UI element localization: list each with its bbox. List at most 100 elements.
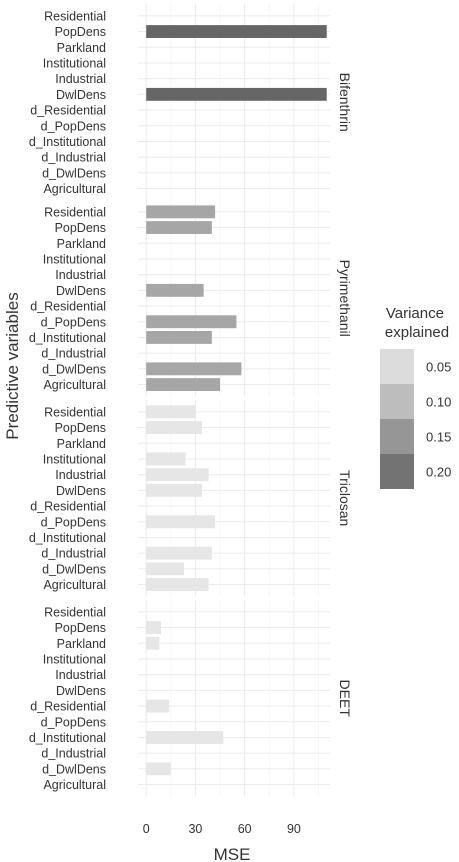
y-tick-label: d_Residential: [30, 300, 106, 314]
y-tick-label: d_PopDens: [41, 315, 106, 329]
y-tick-label: d_PopDens: [41, 119, 106, 133]
y-tick-label: Agricultural: [43, 378, 106, 392]
y-tick-label: Residential: [44, 205, 106, 219]
panel-pyrimethanil: [138, 200, 330, 397]
legend-key-label: 0.05: [426, 360, 451, 375]
y-tick-label: d_DwlDens: [42, 166, 106, 180]
y-tick-label: d_PopDens: [41, 715, 106, 729]
y-tick-label: Residential: [44, 605, 106, 619]
y-tick-labels: ResidentialPopDensParklandInstitutionalI…: [29, 9, 106, 792]
bar-triclosan-d_dwldens: [146, 562, 184, 576]
y-tick-label: Industrial: [55, 668, 106, 682]
y-tick-label: DwlDens: [56, 484, 106, 498]
y-tick-label: d_Industrial: [41, 151, 106, 165]
bar-triclosan-dwldens: [146, 483, 202, 497]
y-tick-label: d_PopDens: [41, 515, 106, 529]
bar-deet-d_institutional: [146, 731, 224, 744]
legend-key-swatch: [380, 419, 414, 454]
y-tick-label: Parkland: [57, 41, 106, 55]
y-tick-label: d_Institutional: [29, 331, 106, 345]
y-tick-label: PopDens: [55, 221, 106, 235]
y-tick-label: d_Residential: [30, 700, 106, 714]
bar-triclosan-industrial: [146, 468, 209, 482]
bar-bifenthrin-popdens: [146, 25, 327, 38]
y-tick-label: d_DwlDens: [42, 762, 106, 776]
bar-deet-popdens: [146, 621, 161, 634]
bar-pyrimethanil-d_dwldens: [146, 362, 242, 376]
panel-triclosan: [138, 400, 330, 597]
facet-strip-label: Triclosan: [337, 470, 353, 526]
y-axis-title: Predictive variables: [3, 292, 22, 439]
y-tick-label: Agricultural: [43, 182, 106, 196]
y-tick-label: d_Industrial: [41, 347, 106, 361]
x-axis-title: MSE: [214, 845, 251, 862]
bar-deet-d_dwldens: [146, 762, 171, 776]
x-tick-label: 30: [188, 822, 202, 836]
panels: [138, 4, 330, 797]
y-tick-label: DwlDens: [56, 684, 106, 698]
y-tick-label: Parkland: [57, 437, 106, 451]
legend-key-label: 0.15: [426, 430, 451, 445]
x-tick-label: 0: [143, 822, 150, 836]
y-tick-label: Institutional: [43, 252, 106, 266]
y-tick-label: DwlDens: [56, 88, 106, 102]
y-tick-label: Agricultural: [43, 778, 106, 792]
legend-key-label: 0.20: [426, 465, 451, 480]
bar-pyrimethanil-dwldens: [146, 283, 204, 297]
y-tick-label: Industrial: [55, 268, 106, 282]
y-tick-label: Agricultural: [43, 578, 106, 592]
y-tick-label: d_Industrial: [41, 747, 106, 761]
bar-triclosan-d_popdens: [146, 515, 216, 529]
panel-bifenthrin: [138, 4, 330, 201]
bar-pyrimethanil-popdens: [146, 221, 212, 234]
y-tick-label: d_DwlDens: [42, 362, 106, 376]
x-tick-label: 60: [238, 822, 252, 836]
facet-strip-label: DEET: [337, 680, 353, 718]
facet-strip-label: Pyrimethanil: [337, 260, 353, 337]
legend-title: Variance explained: [385, 305, 449, 341]
y-tick-label: Parkland: [57, 637, 106, 651]
bar-triclosan-d_industrial: [146, 546, 212, 560]
bar-pyrimethanil-agricultural: [146, 378, 221, 391]
bar-pyrimethanil-d_institutional: [146, 331, 212, 344]
y-tick-label: Institutional: [43, 56, 106, 70]
bar-pyrimethanil-residential: [146, 205, 216, 219]
y-tick-label: DwlDens: [56, 284, 106, 298]
legend-key-swatch: [380, 384, 414, 419]
bar-pyrimethanil-d_popdens: [146, 315, 237, 329]
y-tick-label: d_Institutional: [29, 135, 106, 149]
y-tick-label: Industrial: [55, 468, 106, 482]
y-tick-label: d_Residential: [30, 500, 106, 514]
bar-triclosan-residential: [146, 405, 196, 419]
bar-deet-parkland: [146, 636, 160, 650]
y-tick-label: Residential: [44, 405, 106, 419]
legend-key-label: 0.10: [426, 395, 451, 410]
y-tick-label: d_Institutional: [29, 531, 106, 545]
y-tick-label: Institutional: [43, 452, 106, 466]
legend-key-swatch: [380, 454, 414, 489]
y-tick-label: PopDens: [55, 25, 106, 39]
y-tick-label: d_Residential: [30, 104, 106, 118]
y-tick-label: d_DwlDens: [42, 562, 106, 576]
y-tick-label: d_Industrial: [41, 547, 106, 561]
x-axis: 0 30 60 90: [143, 822, 301, 836]
y-tick-label: Institutional: [43, 652, 106, 666]
legend: Variance explained 0.05 0.10 0.15 0.20: [380, 305, 451, 489]
legend-key-swatch: [380, 349, 414, 384]
bar-bifenthrin-dwldens: [146, 87, 327, 101]
facet-strip-label: Bifenthrin: [337, 73, 353, 132]
bar-triclosan-agricultural: [146, 578, 209, 591]
y-tick-label: PopDens: [55, 421, 106, 435]
y-tick-label: PopDens: [55, 621, 106, 635]
y-tick-label: Industrial: [55, 72, 106, 86]
y-tick-label: Residential: [44, 9, 106, 23]
bar-triclosan-institutional: [146, 452, 186, 466]
x-tick-label: 90: [287, 822, 301, 836]
bar-triclosan-popdens: [146, 421, 202, 434]
y-tick-label: d_Institutional: [29, 731, 106, 745]
facet-strip-labels: Bifenthrin Pyrimethanil Triclosan DEET: [337, 73, 353, 718]
bar-deet-d_residential: [146, 699, 170, 713]
y-tick-label: Parkland: [57, 237, 106, 251]
panel-deet: [138, 600, 330, 797]
